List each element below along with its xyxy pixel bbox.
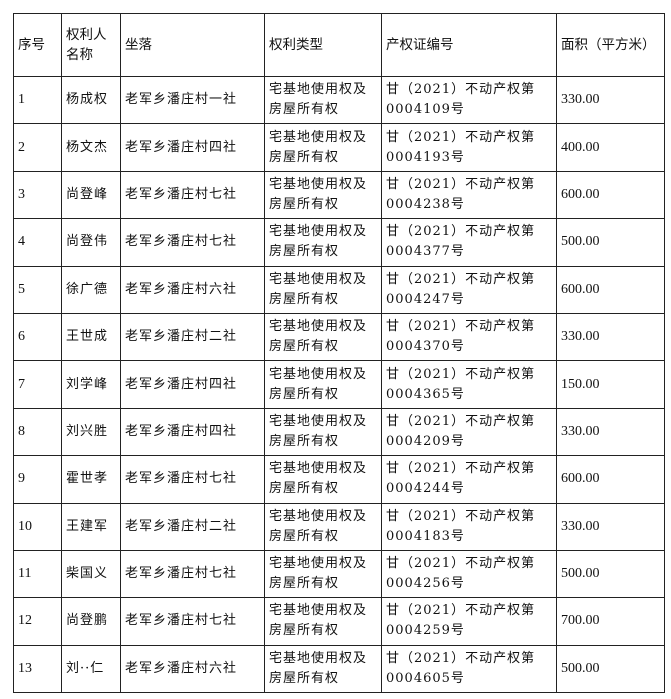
- cell-index: 12: [13, 597, 62, 646]
- cell-holder: 王世成: [61, 312, 121, 362]
- table-row: 6 王世成 老军乡潘庄村二社 宅基地使用权及房屋所有权 甘（2021）不动产权第0004…: [13, 312, 665, 362]
- cell-area: 700.00: [556, 597, 665, 646]
- cell-cert-no: 甘（2021）不动产权第0004605号: [381, 644, 557, 694]
- cell-cert-no: 甘（2021）不动产权第0004259号: [381, 597, 557, 646]
- cell-right-type: 宅基地使用权及房屋所有权: [264, 218, 382, 267]
- cell-right-type: 宅基地使用权及房屋所有权: [264, 170, 382, 220]
- cell-index: 10: [13, 502, 62, 551]
- cell-right-type: 宅基地使用权及房屋所有权: [264, 312, 382, 362]
- cell-index: 2: [13, 123, 62, 172]
- cell-cert-no: 甘（2021）不动产权第0004256号: [381, 549, 557, 599]
- header-area: 面积（平方米）: [556, 13, 665, 77]
- cell-index: 9: [13, 455, 62, 504]
- table-row: 5 徐广德 老军乡潘庄村六社 宅基地使用权及房屋所有权 甘（2021）不动产权第0004…: [13, 265, 665, 314]
- cell-right-type: 宅基地使用权及房屋所有权: [264, 407, 382, 457]
- header-location: 坐落: [120, 13, 265, 77]
- table-row: 3 尚登峰 老军乡潘庄村七社 宅基地使用权及房屋所有权 甘（2021）不动产权第0004…: [13, 170, 665, 220]
- cell-area: 600.00: [556, 170, 665, 220]
- cell-holder: 徐广德: [61, 265, 121, 314]
- cell-right-type: 宅基地使用权及房屋所有权: [264, 455, 382, 504]
- cell-location: 老军乡潘庄村六社: [120, 265, 265, 314]
- cell-holder: 王建军: [61, 502, 121, 551]
- cell-holder: 霍世孝: [61, 455, 121, 504]
- cell-cert-no: 甘（2021）不动产权第0004247号: [381, 265, 557, 314]
- cell-holder: 刘兴胜: [61, 407, 121, 457]
- cell-holder: 柴国义: [61, 549, 121, 599]
- header-right-type: 权利类型: [264, 13, 382, 77]
- cell-right-type: 宅基地使用权及房屋所有权: [264, 123, 382, 172]
- cell-location: 老军乡潘庄村七社: [120, 597, 265, 646]
- cell-right-type: 宅基地使用权及房屋所有权: [264, 75, 382, 125]
- cell-location: 老军乡潘庄村七社: [120, 170, 265, 220]
- cell-location: 老军乡潘庄村一社: [120, 75, 265, 125]
- cell-area: 500.00: [556, 549, 665, 599]
- cell-holder: 刘学峰: [61, 360, 121, 409]
- cell-area: 500.00: [556, 644, 665, 694]
- cell-area: 330.00: [556, 502, 665, 551]
- cell-holder: 尚登鹏: [61, 597, 121, 646]
- cell-location: 老军乡潘庄村四社: [120, 123, 265, 172]
- cell-index: 1: [13, 75, 62, 125]
- cell-cert-no: 甘（2021）不动产权第0004365号: [381, 360, 557, 409]
- cell-holder: 杨成权: [61, 75, 121, 125]
- table-row: 4 尚登伟 老军乡潘庄村七社 宅基地使用权及房屋所有权 甘（2021）不动产权第0004…: [13, 218, 665, 267]
- cell-right-type: 宅基地使用权及房屋所有权: [264, 502, 382, 551]
- cell-cert-no: 甘（2021）不动产权第0004193号: [381, 123, 557, 172]
- cell-right-type: 宅基地使用权及房屋所有权: [264, 549, 382, 599]
- cell-area: 600.00: [556, 455, 665, 504]
- cell-area: 400.00: [556, 123, 665, 172]
- property-rights-table: 序号 权利人名称 坐落 权利类型 产权证编号 面积（平方米） 1 杨成权 老军乡潘庄…: [13, 13, 665, 694]
- cell-index: 11: [13, 549, 62, 599]
- cell-holder: 尚登峰: [61, 170, 121, 220]
- cell-area: 330.00: [556, 312, 665, 362]
- cell-area: 330.00: [556, 407, 665, 457]
- table-row: 1 杨成权 老军乡潘庄村一社 宅基地使用权及房屋所有权 甘（2021）不动产权第0004…: [13, 75, 665, 125]
- cell-holder: 尚登伟: [61, 218, 121, 267]
- table-row: 12 尚登鹏 老军乡潘庄村七社 宅基地使用权及房屋所有权 甘（2021）不动产权第000…: [13, 597, 665, 646]
- cell-cert-no: 甘（2021）不动产权第0004183号: [381, 502, 557, 551]
- cell-right-type: 宅基地使用权及房屋所有权: [264, 644, 382, 694]
- cell-location: 老军乡潘庄村四社: [120, 407, 265, 457]
- cell-right-type: 宅基地使用权及房屋所有权: [264, 265, 382, 314]
- cell-index: 13: [13, 644, 62, 694]
- cell-area: 600.00: [556, 265, 665, 314]
- cell-location: 老军乡潘庄村四社: [120, 360, 265, 409]
- cell-index: 3: [13, 170, 62, 220]
- cell-area: 330.00: [556, 75, 665, 125]
- table-row: 13 刘··仁 老军乡潘庄村六社 宅基地使用权及房屋所有权 甘（2021）不动产权第00…: [13, 644, 665, 694]
- cell-cert-no: 甘（2021）不动产权第0004209号: [381, 407, 557, 457]
- table-row: 8 刘兴胜 老军乡潘庄村四社 宅基地使用权及房屋所有权 甘（2021）不动产权第0004…: [13, 407, 665, 457]
- cell-cert-no: 甘（2021）不动产权第0004109号: [381, 75, 557, 125]
- cell-index: 6: [13, 312, 62, 362]
- cell-index: 7: [13, 360, 62, 409]
- cell-index: 4: [13, 218, 62, 267]
- table-row: 11 柴国义 老军乡潘庄村七社 宅基地使用权及房屋所有权 甘（2021）不动产权第000…: [13, 549, 665, 599]
- cell-cert-no: 甘（2021）不动产权第0004244号: [381, 455, 557, 504]
- cell-location: 老军乡潘庄村六社: [120, 644, 265, 694]
- cell-index: 8: [13, 407, 62, 457]
- cell-cert-no: 甘（2021）不动产权第0004370号: [381, 312, 557, 362]
- cell-right-type: 宅基地使用权及房屋所有权: [264, 597, 382, 646]
- cell-area: 500.00: [556, 218, 665, 267]
- header-row: 序号 权利人名称 坐落 权利类型 产权证编号 面积（平方米）: [13, 13, 665, 77]
- cell-holder: 刘··仁: [61, 644, 121, 694]
- table-row: 7 刘学峰 老军乡潘庄村四社 宅基地使用权及房屋所有权 甘（2021）不动产权第0004…: [13, 360, 665, 409]
- cell-location: 老军乡潘庄村七社: [120, 218, 265, 267]
- cell-right-type: 宅基地使用权及房屋所有权: [264, 360, 382, 409]
- table-row: 10 王建军 老军乡潘庄村二社 宅基地使用权及房屋所有权 甘（2021）不动产权第000…: [13, 502, 665, 551]
- cell-location: 老军乡潘庄村七社: [120, 549, 265, 599]
- table-row: 9 霍世孝 老军乡潘庄村七社 宅基地使用权及房屋所有权 甘（2021）不动产权第0004…: [13, 455, 665, 504]
- header-holder: 权利人名称: [61, 13, 121, 77]
- cell-location: 老军乡潘庄村七社: [120, 455, 265, 504]
- cell-cert-no: 甘（2021）不动产权第0004238号: [381, 170, 557, 220]
- cell-holder: 杨文杰: [61, 123, 121, 172]
- cell-location: 老军乡潘庄村二社: [120, 312, 265, 362]
- cell-cert-no: 甘（2021）不动产权第0004377号: [381, 218, 557, 267]
- cell-location: 老军乡潘庄村二社: [120, 502, 265, 551]
- header-index: 序号: [13, 13, 62, 77]
- table-row: 2 杨文杰 老军乡潘庄村四社 宅基地使用权及房屋所有权 甘（2021）不动产权第0004…: [13, 123, 665, 172]
- cell-index: 5: [13, 265, 62, 314]
- header-cert-no: 产权证编号: [381, 13, 557, 77]
- cell-area: 150.00: [556, 360, 665, 409]
